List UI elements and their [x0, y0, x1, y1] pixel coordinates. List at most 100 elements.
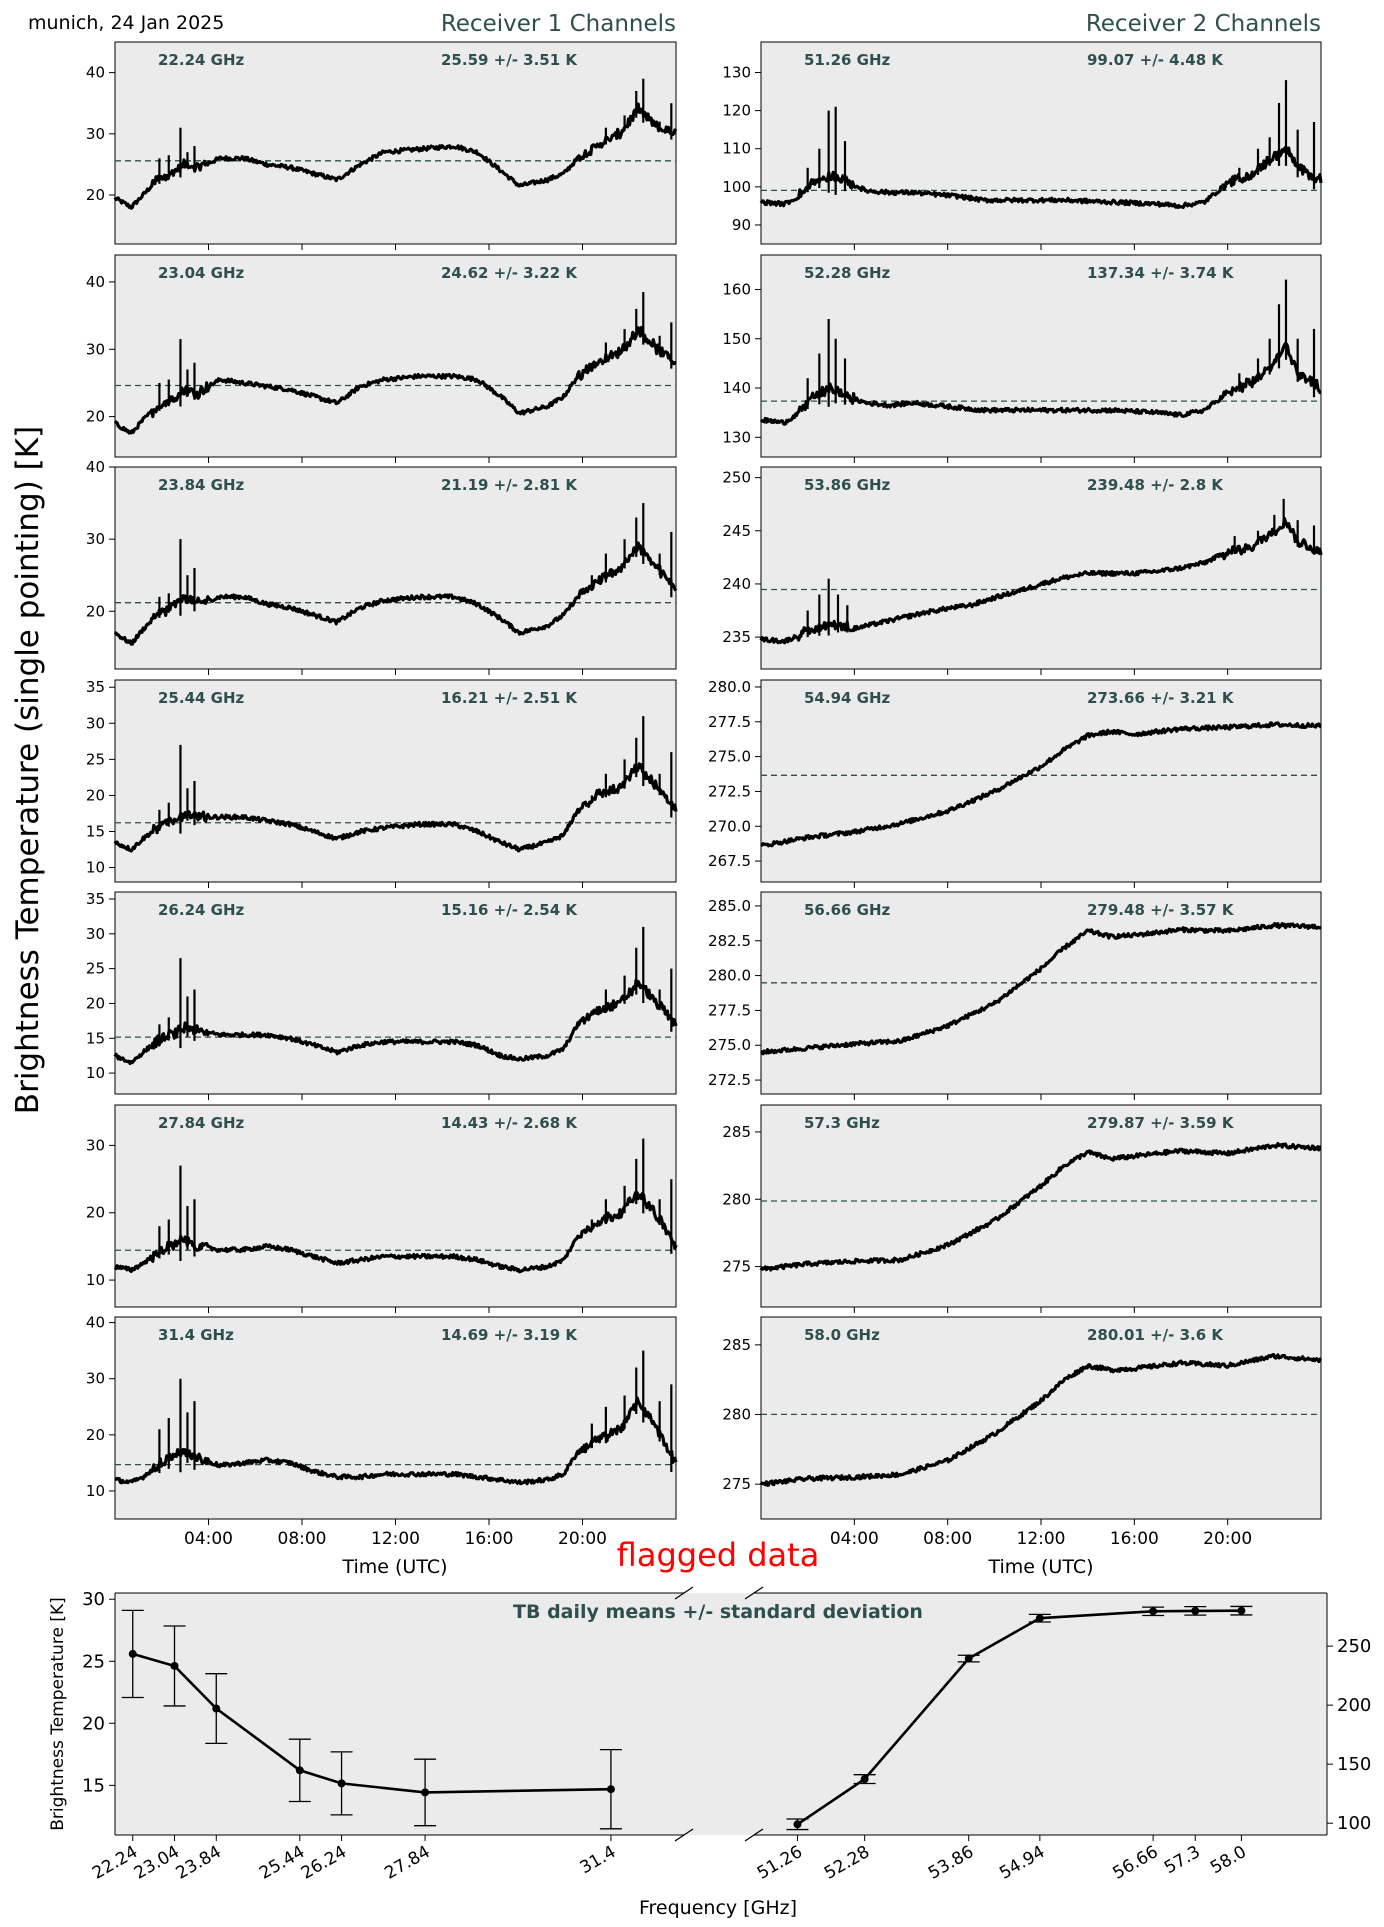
y-tick-label: 40: [86, 64, 105, 82]
y-tick-label: 280.0: [708, 967, 751, 985]
channel-panel-1-5: 275 280 285 57.3 GHz 279.87 +/- 3.59 K: [722, 1104, 1322, 1313]
x-tick-label: 04:00: [184, 1529, 233, 1549]
panel-background: [760, 1104, 1322, 1308]
summary-x-axis-label: Frequency [GHz]: [639, 1897, 797, 1919]
data-point: [170, 1661, 179, 1670]
channel-stat-label: 14.43 +/- 2.68 K: [441, 1114, 578, 1132]
y-tick-label: 272.5: [708, 1071, 751, 1089]
y-tick-label: 120: [722, 102, 751, 120]
x-tick-label: 08:00: [278, 1529, 327, 1549]
y-tick-label: 30: [86, 125, 105, 143]
panel-background: [114, 1104, 677, 1308]
channel-frequency-label: 57.3 GHz: [804, 1114, 880, 1132]
brightness-series: [759, 145, 1323, 209]
y-tick-label: 130: [722, 428, 751, 446]
data-point: [337, 1779, 346, 1788]
y-tick-label: 160: [722, 280, 751, 298]
y-tick-label: 240: [722, 575, 751, 593]
x-tick-label: 16:00: [1110, 1529, 1159, 1549]
y-tick-label: 280: [722, 1406, 751, 1424]
x-tick-label: 04:00: [830, 1529, 879, 1549]
axis-break-mark: [744, 1586, 764, 1600]
y-tick-label: 110: [722, 140, 751, 158]
channel-panel-0-5: 10 20 30 27.84 GHz 14.43 +/- 2.68 K: [86, 1104, 678, 1313]
y-tick-label: 20: [86, 408, 105, 426]
y-tick-label: 275.0: [708, 748, 751, 766]
channel-frequency-label: 58.0 GHz: [804, 1326, 880, 1344]
channel-frequency-label: 26.24 GHz: [158, 901, 245, 919]
brightness-series: [114, 1396, 678, 1486]
channel-frequency-label: 53.86 GHz: [804, 476, 891, 494]
y-tick-label: 30: [86, 925, 105, 943]
channel-stat-label: 279.87 +/- 3.59 K: [1087, 1114, 1235, 1132]
data-point: [295, 1766, 304, 1775]
y-tick-label: 10: [86, 859, 105, 877]
channel-frequency-label: 22.24 GHz: [158, 51, 245, 69]
receiver2-title: Receiver 2 Channels: [1086, 11, 1321, 37]
x-tick-label: 12:00: [1017, 1529, 1066, 1549]
y-tick-label: 20: [86, 1426, 105, 1444]
panel-background: [114, 466, 677, 670]
brightness-series: [113, 325, 677, 435]
time-series-panels: 20 30 40 22.24 GHz 25.59 +/- 3.51 K 20 30 40 23.…: [86, 41, 1323, 1549]
y-tick-label: 150: [722, 330, 751, 348]
channel-panel-0-1: 20 30 40 23.04 GHz 24.62 +/- 3.22 K: [86, 254, 677, 463]
y-tick-label: 35: [86, 890, 105, 908]
receiver1-title: Receiver 1 Channels: [441, 11, 676, 37]
x-tick-label: 20:00: [1203, 1529, 1252, 1549]
channel-stat-label: 280.01 +/- 3.6 K: [1087, 1326, 1224, 1344]
y-tick-label: 140: [722, 379, 751, 397]
summary-x-tick-label: 56.66: [1109, 1842, 1161, 1884]
y-tick-label: 250: [722, 469, 751, 487]
panel-background: [114, 1316, 677, 1520]
summary-x-tick-label: 31.4: [577, 1842, 620, 1878]
y-tick-label: 235: [722, 628, 751, 646]
panel-background: [760, 466, 1322, 670]
y-tick-label: 275.0: [708, 1036, 751, 1054]
panel-background: [760, 891, 1322, 1095]
x-axis-label-left: Time (UTC): [341, 1556, 447, 1578]
channel-panel-1-4: 272.5 275.0 277.5 280.0 282.5 285.0 56.66 GHz 2…: [708, 891, 1322, 1100]
summary-y-tick-label: 20: [82, 1713, 105, 1734]
brightness-series: [113, 1190, 678, 1274]
y-tick-label: 30: [86, 1136, 105, 1154]
summary-x-tick-label: 51.26: [754, 1842, 806, 1884]
axis-break-mark: [744, 1828, 764, 1842]
y-tick-label: 40: [86, 273, 105, 291]
channel-frequency-label: 23.04 GHz: [158, 264, 245, 282]
y-tick-label: 35: [86, 678, 105, 696]
data-point: [606, 1785, 615, 1794]
summary-y-tick-label: 200: [1337, 1695, 1371, 1716]
channel-stat-label: 21.19 +/- 2.81 K: [441, 476, 578, 494]
summary-y-tick-label: 100: [1337, 1813, 1371, 1834]
y-tick-label: 15: [86, 1029, 105, 1047]
y-tick-label: 280: [722, 1190, 751, 1208]
x-tick-label: 08:00: [923, 1529, 972, 1549]
summary-x-tick-label: 25.44: [256, 1842, 308, 1884]
panel-background: [760, 41, 1322, 245]
y-tick-label: 25: [86, 750, 105, 768]
y-tick-label: 10: [86, 1064, 105, 1082]
date-label: munich, 24 Jan 2025: [28, 12, 224, 34]
brightness-series: [760, 721, 1322, 848]
y-tick-label: 20: [86, 994, 105, 1012]
y-tick-label: 15: [86, 823, 105, 841]
summary-y-tick-label: 15: [82, 1775, 105, 1796]
y-tick-label: 272.5: [708, 782, 751, 800]
summary-x-tick-label: 58.0: [1207, 1842, 1250, 1878]
y-tick-label: 25: [86, 960, 105, 978]
data-point: [212, 1704, 221, 1713]
y-tick-label: 20: [86, 602, 105, 620]
channel-frequency-label: 54.94 GHz: [804, 689, 891, 707]
panel-background: [760, 254, 1322, 458]
y-tick-label: 90: [732, 216, 751, 234]
flagged-data-label: flagged data: [617, 1536, 820, 1574]
channel-panel-0-6: 10 20 30 40 31.4 GHz 14.69 +/- 3.19 K: [86, 1314, 678, 1525]
summary-y-tick-label: 250: [1337, 1636, 1371, 1657]
y-tick-label: 10: [86, 1482, 105, 1500]
brightness-series: [113, 762, 678, 853]
brightness-series: [113, 541, 678, 646]
y-tick-label: 20: [86, 786, 105, 804]
y-tick-label: 267.5: [708, 852, 751, 870]
y-tick-label: 285.0: [708, 897, 751, 915]
